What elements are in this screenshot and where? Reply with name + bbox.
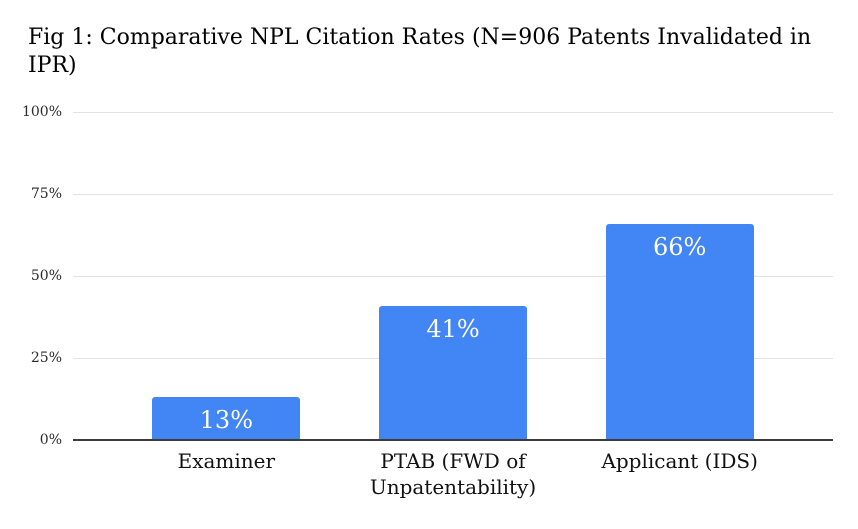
x-category-label: Examiner [177,449,276,473]
x-category-label: Applicant (IDS) [601,449,758,473]
bar-1: 13% [152,397,301,440]
x-axis-line [73,439,833,441]
bar-value-label: 66% [653,232,707,261]
bar-value-label: 41% [426,314,480,343]
bars-row: 13% 41% 66% [113,112,793,440]
bar-value-label: 13% [199,406,253,435]
gridline [73,193,833,195]
y-tick-label: 75% [30,186,62,202]
chart-title-line2: IPR) [28,53,77,78]
y-tick-label: 0% [39,432,62,448]
y-tick-label: 50% [30,268,62,284]
y-tick-label: 100% [21,104,62,120]
gridline [73,275,833,277]
bar-3: 66% [605,223,754,440]
plot-area: 13% 41% 66% 0% 25% 50% 75% 100% [22,104,833,448]
bar-2: 41% [379,305,527,440]
gridline [73,111,833,113]
bar-slot: 41% [340,112,567,440]
chart-title: Fig 1: Comparative NPL Citation Rates (N… [28,24,811,80]
x-category-label: PTAB (FWD of Unpatentability) [369,449,537,499]
x-axis-labels: Examiner PTAB (FWD of Unpatentability) App… [113,448,793,500]
bar-slot: 66% [566,112,793,440]
bar-slot: 13% [113,112,340,440]
y-tick-label: 25% [30,350,62,366]
chart-title-line1: Fig 1: Comparative NPL Citation Rates (N… [28,25,812,50]
